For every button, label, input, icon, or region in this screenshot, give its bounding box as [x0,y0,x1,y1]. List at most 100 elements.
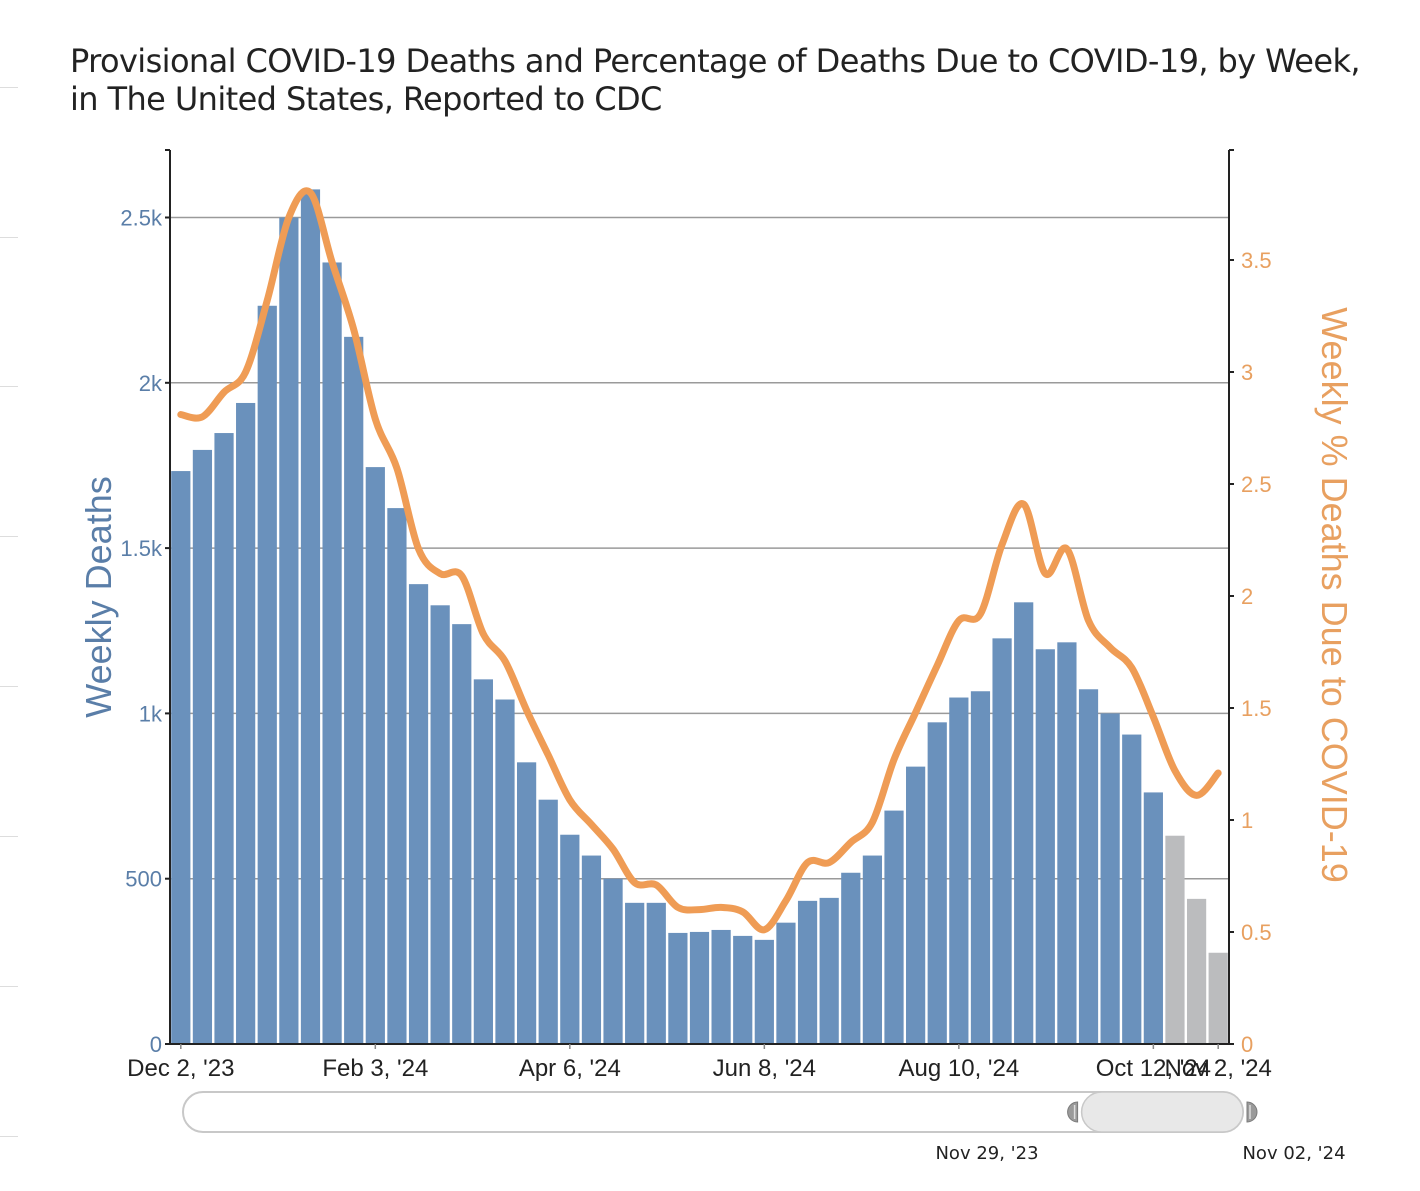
pct-point[interactable]: Aug 17, '24: 1.92% [976,610,984,618]
pct-point[interactable]: Sep 7, '24: 2.1% [1041,570,1049,578]
pct-point[interactable]: Oct 26, '24: 1.11% [1193,791,1201,799]
bar[interactable]: Sep 7, '24: 1194 [1035,649,1055,1044]
bar[interactable]: Jun 1, '24: 327 [733,935,753,1044]
bar[interactable]: Jan 20, '24: 2364 [322,262,342,1044]
pct-point[interactable]: May 4, '24: 0.71% [652,881,660,889]
pct-point[interactable]: Jun 22, '24: 0.81% [804,859,812,867]
bar[interactable]: Aug 3, '24: 973 [927,722,947,1044]
pct-point[interactable]: Aug 3, '24: 1.69% [933,661,941,669]
bar[interactable]: Jul 27, '24: 839 [906,766,926,1044]
bar-incomplete[interactable]: Oct 19, '24: 630 [1165,835,1185,1044]
bar[interactable]: Feb 10, '24: 1621 [387,508,407,1044]
pct-point[interactable]: Jan 13, '24: 3.8% [306,189,314,197]
pct-point[interactable]: Oct 19, '24: 1.22% [1171,767,1179,775]
pct-point[interactable]: Nov 2, '24: 1.21% [1214,769,1222,777]
bar[interactable]: May 4, '24: 427 [646,902,666,1044]
bar[interactable]: Aug 10, '24: 1048 [949,697,969,1044]
pct-point[interactable]: Mar 30, '24: 1.29% [544,751,552,759]
pct-point[interactable]: Apr 27, '24: 0.72% [631,879,639,887]
pct-point[interactable]: Apr 6, '24: 1.09% [566,796,574,804]
bar[interactable]: Jun 15, '24: 367 [776,922,796,1044]
bar[interactable]: Jan 13, '24: 2585 [300,189,321,1045]
bar[interactable]: Aug 17, '24: 1067 [970,691,991,1044]
pct-point[interactable]: Sep 28, '24: 1.77% [1106,644,1114,652]
bar[interactable]: Jul 13, '24: 570 [862,855,883,1044]
bar[interactable]: Apr 27, '24: 427 [625,902,645,1044]
pct-point[interactable]: Feb 3, '24: 2.79% [371,415,379,423]
pct-point[interactable]: Aug 31, '24: 2.41% [1020,500,1028,508]
bar[interactable]: Mar 9, '24: 1103 [473,679,493,1044]
pct-point[interactable]: Apr 20, '24: 0.87% [609,845,617,853]
bar-incomplete[interactable]: Nov 2, '24: 276 [1208,952,1228,1044]
bar[interactable]: Dec 2, '23: 1733 [171,471,191,1044]
bar[interactable]: Aug 31, '24: 1336 [1014,602,1034,1044]
bar[interactable]: Jul 20, '24: 706 [884,810,904,1044]
pct-point[interactable]: Mar 2, '24: 2.09% [458,572,466,580]
slider-selected-range[interactable] [1080,1091,1244,1133]
bar[interactable]: Dec 9, '23: 1797 [192,449,213,1044]
pct-point[interactable]: May 25, '24: 0.61% [717,903,725,911]
pct-point[interactable]: Dec 2, '23: 2.81% [177,411,185,419]
bar[interactable]: Jun 8, '24: 315 [754,939,774,1044]
bar[interactable]: Jul 6, '24: 518 [841,872,861,1044]
pct-point[interactable]: Jul 6, '24: 0.9% [847,838,855,846]
pct-point[interactable]: Mar 9, '24: 1.83% [479,630,487,638]
slider-handle-right[interactable] [1246,1101,1258,1123]
pct-point[interactable]: Mar 23, '24: 1.49% [523,706,531,714]
pct-point[interactable]: Dec 30, '23: 3.32% [263,296,271,304]
bar[interactable]: Jun 22, '24: 433 [797,900,818,1044]
bar[interactable]: Jun 29, '24: 442 [819,897,839,1044]
pct-point[interactable]: Oct 12, '24: 1.46% [1149,713,1157,721]
pct-point[interactable]: Dec 9, '23: 2.8% [198,413,206,421]
slider-handle-left[interactable] [1067,1101,1079,1123]
pct-point[interactable]: Jun 8, '24: 0.51% [760,926,768,934]
bar[interactable]: Aug 24, '24: 1227 [992,638,1012,1044]
pct-point[interactable]: Jun 29, '24: 0.81% [825,859,833,867]
pct-point[interactable]: Dec 23, '23: 3% [242,368,250,376]
pct-point[interactable]: Sep 21, '24: 1.89% [1085,617,1093,625]
bar[interactable]: Dec 23, '23: 1939 [236,402,256,1044]
bar[interactable]: Dec 30, '23: 2233 [257,305,277,1044]
pct-point[interactable]: Jun 1, '24: 0.59% [739,908,747,916]
pct-point[interactable]: Oct 5, '24: 1.68% [1128,664,1136,672]
bar[interactable]: Mar 2, '24: 1270 [452,624,472,1044]
bar[interactable]: Dec 16, '23: 1848 [214,433,234,1044]
pct-point[interactable]: May 18, '24: 0.6% [696,906,704,914]
pct-point[interactable]: Sep 14, '24: 2.21% [1063,545,1071,553]
bar[interactable]: Sep 28, '24: 1000 [1100,713,1120,1044]
bar[interactable]: Apr 20, '24: 500 [603,878,623,1044]
pct-point[interactable]: Jul 27, '24: 1.48% [912,708,920,716]
pct-point[interactable]: May 11, '24: 0.61% [674,903,682,911]
bar[interactable]: Feb 24, '24: 1327 [430,605,450,1044]
pct-point[interactable]: Mar 16, '24: 1.71% [501,657,509,665]
pct-point[interactable]: Aug 10, '24: 1.89% [955,617,963,625]
bar[interactable]: Mar 30, '24: 739 [538,799,558,1044]
bar[interactable]: Sep 21, '24: 1073 [1078,689,1099,1044]
bar[interactable]: Apr 6, '24: 633 [560,834,580,1044]
pct-point[interactable]: Feb 17, '24: 2.21% [415,545,423,553]
bar[interactable]: Feb 17, '24: 1391 [408,584,429,1044]
pct-point[interactable]: Dec 16, '23: 2.91% [220,388,228,396]
bar[interactable]: Feb 3, '24: 1745 [365,467,385,1044]
pct-point[interactable]: Jan 27, '24: 3.19% [350,325,358,333]
bar[interactable]: May 11, '24: 336 [668,932,688,1044]
pct-point[interactable]: Feb 10, '24: 2.57% [393,464,401,472]
bar[interactable]: Apr 13, '24: 570 [581,855,602,1044]
bar[interactable]: May 18, '24: 339 [689,931,710,1044]
pct-point[interactable]: Apr 13, '24: 0.98% [587,820,595,828]
bar-incomplete[interactable]: Oct 26, '24: 439 [1186,898,1207,1044]
bar[interactable]: Oct 5, '24: 936 [1122,734,1142,1044]
pct-point[interactable]: Jan 6, '24: 3.69% [285,213,293,221]
pct-point[interactable]: Aug 24, '24: 2.23% [998,540,1006,548]
bar[interactable]: Mar 16, '24: 1042 [495,699,515,1044]
pct-point[interactable]: Jul 20, '24: 1.27% [890,756,898,764]
bar[interactable]: May 25, '24: 345 [711,929,731,1044]
bar[interactable]: Jan 27, '24: 2139 [344,336,364,1045]
bar[interactable]: Mar 23, '24: 852 [516,762,537,1044]
bar[interactable]: Oct 12, '24: 761 [1143,792,1163,1044]
bar[interactable]: Sep 14, '24: 1215 [1057,642,1077,1044]
pct-point[interactable]: Jan 20, '24: 3.49% [328,258,336,266]
pct-point[interactable]: Jul 13, '24: 0.99% [868,818,876,826]
bar[interactable]: Jan 6, '24: 2500 [279,217,299,1045]
pct-point[interactable]: Jun 15, '24: 0.64% [782,897,790,905]
